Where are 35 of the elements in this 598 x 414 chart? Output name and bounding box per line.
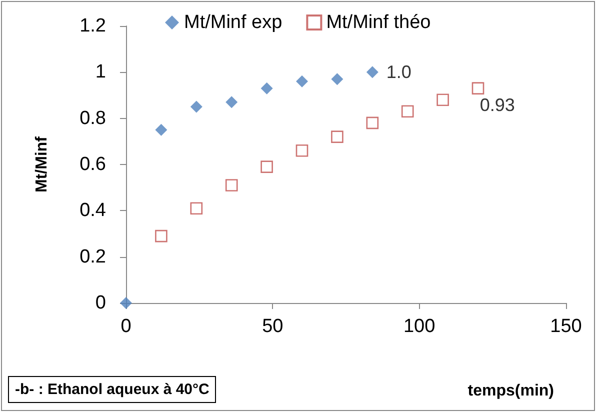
- point: [436, 94, 449, 106]
- text: -b- : Ethanol aqueux à 40°C: [8, 376, 216, 403]
- x-tick-label: 150: [550, 316, 582, 337]
- point: [155, 230, 168, 242]
- data-label: 1.0: [386, 62, 412, 82]
- y-tick-label: 0.6: [80, 154, 106, 175]
- x-axis-title: temps(min): [468, 382, 554, 400]
- legend-label: Mt/Minf exp: [184, 12, 282, 33]
- y-tick-label: 1: [95, 62, 106, 83]
- y-tick-label: 1.2: [80, 16, 106, 36]
- point: [366, 116, 379, 130]
- point: [331, 73, 344, 86]
- point: [155, 124, 168, 136]
- x-tick-label: 0: [120, 316, 132, 337]
- y-tick-label: 0: [95, 292, 106, 314]
- y-axis-title: Mt/Minf: [34, 136, 50, 192]
- data-label: 0.93: [480, 95, 515, 116]
- point: [296, 144, 308, 157]
- point: [190, 202, 203, 215]
- y-tick-label: 0.2: [80, 246, 106, 268]
- y-tick-label: 0.4: [80, 200, 106, 222]
- point: [366, 66, 378, 78]
- legend-label: Mt/Minf théo: [326, 12, 431, 33]
- point: [225, 179, 238, 192]
- y-tick-label: 0.8: [80, 108, 106, 129]
- point: [226, 96, 238, 108]
- point: [401, 105, 414, 118]
- point: [260, 160, 273, 173]
- point: [296, 75, 308, 88]
- point: [331, 130, 344, 143]
- x-tick-label: 50: [262, 316, 284, 337]
- x-tick-label: 100: [403, 316, 436, 337]
- point: [472, 82, 484, 94]
- point: [260, 82, 273, 94]
- point: [190, 100, 202, 113]
